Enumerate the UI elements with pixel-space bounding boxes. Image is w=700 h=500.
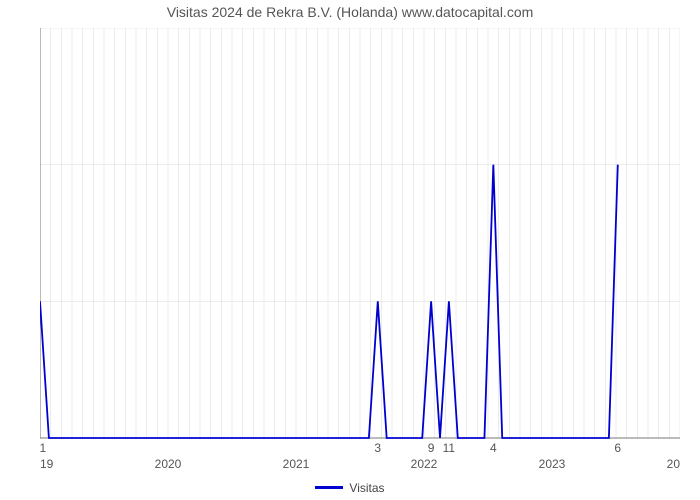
svg-text:2021: 2021 [283, 457, 310, 471]
svg-text:11: 11 [40, 441, 47, 455]
chart-title: Visitas 2024 de Rekra B.V. (Holanda) www… [0, 4, 700, 20]
svg-text:2022: 2022 [411, 457, 438, 471]
svg-text:9: 9 [428, 441, 435, 455]
svg-text:3: 3 [374, 441, 381, 455]
chart-legend: Visitas [0, 480, 700, 495]
svg-text:2024: 2024 [667, 457, 680, 471]
svg-text:6: 6 [614, 441, 621, 455]
legend-swatch [315, 486, 343, 489]
chart-container: { "chart": { "type": "line", "title": "V… [0, 0, 700, 500]
svg-text:11: 11 [443, 441, 456, 455]
svg-text:2019: 2019 [40, 457, 54, 471]
svg-text:2020: 2020 [155, 457, 182, 471]
legend-label: Visitas [349, 481, 384, 495]
svg-text:4: 4 [490, 441, 497, 455]
svg-text:2023: 2023 [539, 457, 566, 471]
chart-plot: 012320192020202120222023202411391146 [40, 28, 680, 478]
